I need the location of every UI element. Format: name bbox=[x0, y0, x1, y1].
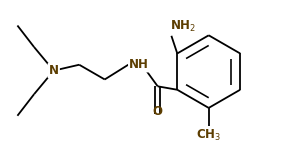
Text: NH: NH bbox=[129, 58, 149, 71]
Text: NH$_2$: NH$_2$ bbox=[170, 19, 196, 34]
Text: CH$_3$: CH$_3$ bbox=[196, 127, 221, 143]
Text: N: N bbox=[49, 64, 59, 77]
Text: O: O bbox=[153, 105, 163, 118]
